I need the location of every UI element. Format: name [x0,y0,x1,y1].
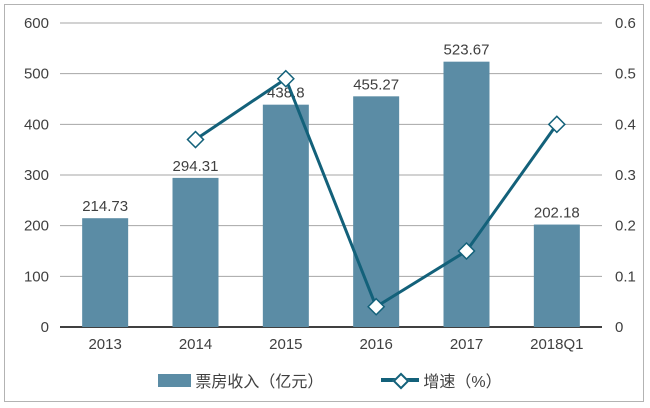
x-axis-label-2018Q1: 2018Q1 [530,336,583,353]
bar-series-swatch-icon [158,373,192,387]
x-axis-label-2015: 2015 [269,336,302,353]
right-axis-tick: 0.3 [615,167,636,184]
right-axis-tick: 0.1 [615,268,636,285]
right-axis-tick: 0.2 [615,218,636,235]
x-axis-label-2017: 2017 [450,336,483,353]
legend-growth-label: 增速（%） [423,374,502,391]
diamond-marker-icon [186,130,205,149]
bar-2018Q1 [533,224,580,327]
legend-revenue-label: 票房收入（亿元） [195,374,324,391]
bar-label-2016: 455.27 [353,76,399,93]
x-axis-label-2016: 2016 [359,336,392,353]
right-axis-tick: 0.6 [615,15,636,32]
bar-2015 [262,104,309,327]
legend-item-growth: 增速（%） [381,368,502,392]
right-axis-tick: 0.5 [615,66,636,83]
diamond-marker-icon [457,241,476,261]
diamond-marker-icon [547,115,566,134]
bar-2017 [443,61,490,328]
diamond-marker-icon [276,69,295,88]
bar-2013 [82,218,129,327]
line-series-swatch-icon [381,372,420,390]
left-axis-tick: 100 [24,268,49,285]
bar-2014 [172,177,219,327]
left-axis-tick: 300 [24,167,49,184]
x-axis-label-2013: 2013 [88,336,121,353]
left-axis-tick: 400 [24,116,49,133]
chart-legend: 票房收入（亿元） 增速（%） [5,363,650,397]
left-axis-tick: 600 [24,15,49,32]
combo-chart-plot: 0 0 100 0.1 200 0.2 300 0.3 400 0.4 500 0.5 600 0.6 21… [24,15,636,353]
left-axis-tick: 500 [24,66,49,83]
left-axis-tick: 0 [41,319,49,336]
bar-label-2015: 438.8 [267,85,305,102]
bar-2016 [353,96,400,327]
bar-label-2013: 214.73 [82,198,128,215]
legend-item-revenue: 票房收入（亿元） [158,368,323,392]
chart-frame: 0 0 100 0.1 200 0.2 300 0.3 400 0.4 500 0.5 600 0.6 21… [4,4,644,402]
legend-diamond-marker-icon [392,372,410,390]
diamond-marker-icon [367,297,386,316]
right-axis-tick: 0 [615,319,623,336]
x-axis-label-2014: 2014 [179,336,212,353]
right-axis-tick: 0.4 [615,116,636,133]
bar-label-2014: 294.31 [173,158,219,175]
left-axis-tick: 200 [24,218,49,235]
bar-label-2017: 523.67 [444,42,490,59]
bar-label-2018Q1: 202.18 [534,205,580,222]
